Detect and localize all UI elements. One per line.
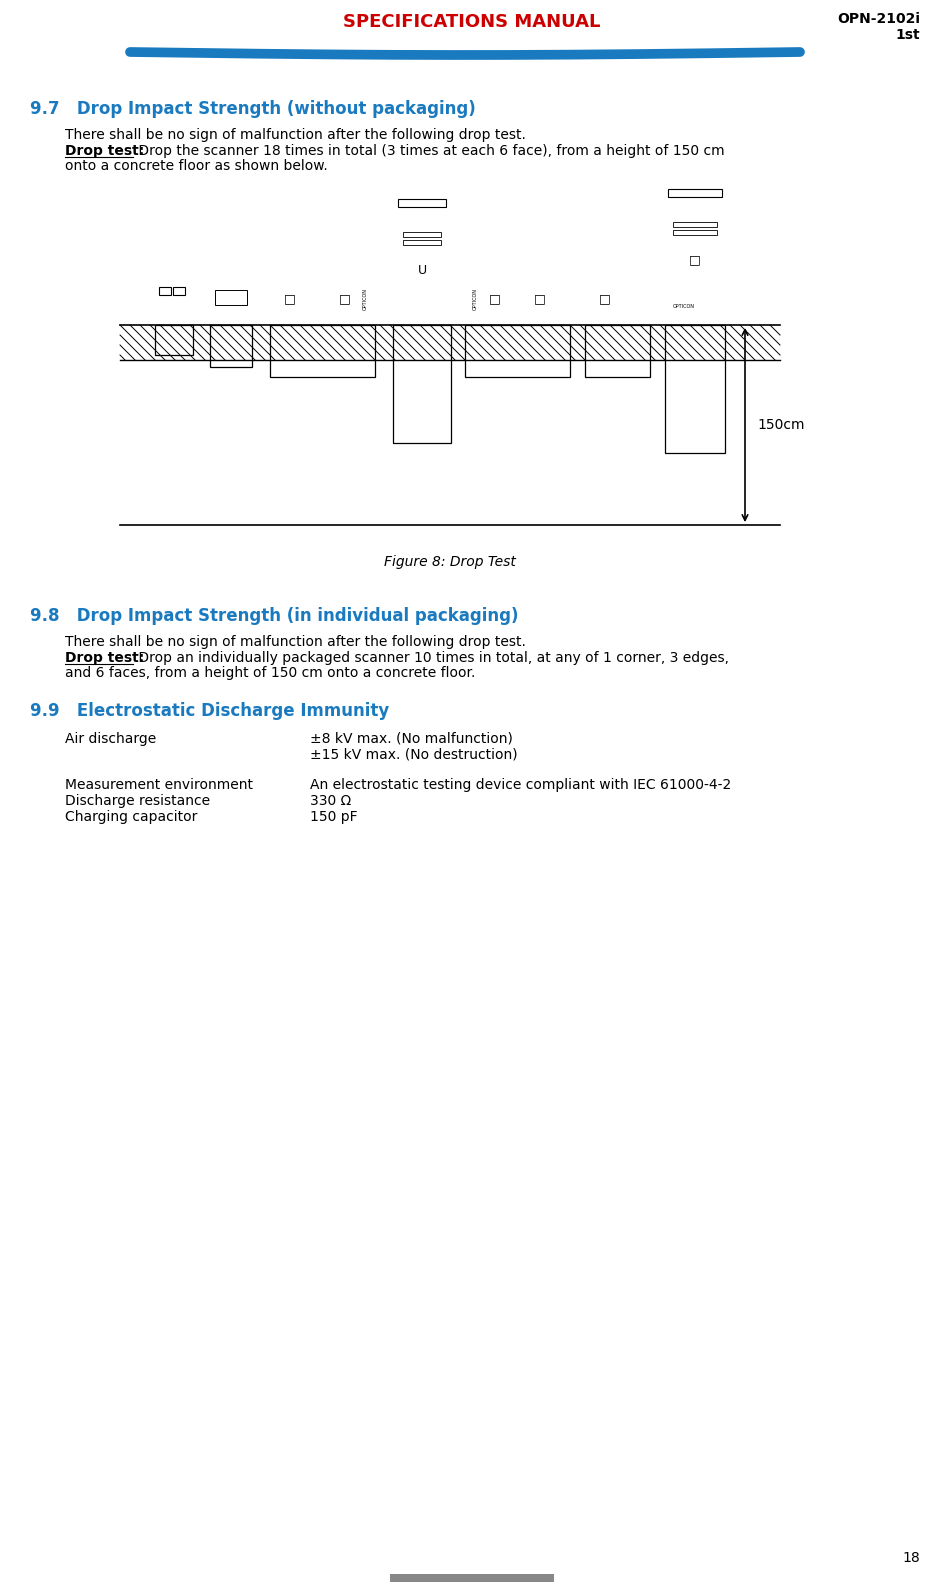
Text: 150cm: 150cm [757, 417, 804, 432]
Bar [159, 287, 171, 295]
Text: Drop test:: Drop test: [65, 651, 144, 665]
Text: An electrostatic testing device compliant with IEC 61000-4-2: An electrostatic testing device complian… [310, 778, 732, 792]
Text: Drop test:: Drop test: [65, 144, 144, 159]
Bar [673, 230, 717, 235]
Text: SPECIFICATIONS MANUAL: SPECIFICATIONS MANUAL [344, 13, 600, 32]
Text: □: □ [489, 292, 501, 306]
Text: OPTICON: OPTICON [473, 287, 478, 309]
Text: □: □ [534, 292, 546, 306]
Text: ±8 kV max. (No malfunction): ±8 kV max. (No malfunction) [310, 732, 513, 746]
Text: □: □ [689, 254, 700, 267]
Bar [270, 325, 375, 378]
Text: onto a concrete floor as shown below.: onto a concrete floor as shown below. [65, 159, 328, 173]
Text: 1st: 1st [895, 29, 920, 41]
Text: □: □ [339, 292, 351, 306]
Text: Measurement environment: Measurement environment [65, 778, 253, 792]
Text: There shall be no sign of malfunction after the following drop test.: There shall be no sign of malfunction af… [65, 129, 526, 141]
Text: and 6 faces, from a height of 150 cm onto a concrete floor.: and 6 faces, from a height of 150 cm ont… [65, 667, 476, 679]
Text: 9.7   Drop Impact Strength (without packaging): 9.7 Drop Impact Strength (without packag… [30, 100, 476, 117]
Text: Air discharge: Air discharge [65, 732, 157, 746]
Text: Figure 8: Drop Test: Figure 8: Drop Test [384, 555, 516, 570]
Bar [173, 287, 185, 295]
Text: □: □ [284, 292, 295, 306]
Bar [465, 325, 570, 378]
Text: □: □ [599, 292, 611, 306]
Bar [585, 325, 650, 378]
Text: OPTICON: OPTICON [673, 305, 695, 309]
Text: 18: 18 [902, 1550, 920, 1565]
Bar [398, 198, 446, 206]
Text: 9.8   Drop Impact Strength (in individual packaging): 9.8 Drop Impact Strength (in individual … [30, 606, 518, 625]
Text: Discharge resistance: Discharge resistance [65, 794, 211, 808]
Text: OPTICON: OPTICON [362, 287, 367, 309]
Bar [673, 222, 717, 227]
Text: 9.9   Electrostatic Discharge Immunity: 9.9 Electrostatic Discharge Immunity [30, 701, 389, 720]
Text: Drop the scanner 18 times in total (3 times at each 6 face), from a height of 15: Drop the scanner 18 times in total (3 ti… [134, 144, 725, 159]
Bar [668, 189, 722, 197]
Text: 150 pF: 150 pF [310, 809, 358, 824]
Text: U: U [417, 263, 427, 276]
Bar [390, 1574, 554, 1582]
Bar [215, 290, 247, 305]
Bar [403, 240, 441, 244]
Bar [393, 325, 451, 443]
Text: OPN-2102i: OPN-2102i [837, 13, 920, 25]
Bar [210, 325, 252, 367]
Bar [403, 232, 441, 236]
Bar [155, 325, 193, 355]
Text: Drop an individually packaged scanner 10 times in total, at any of 1 corner, 3 e: Drop an individually packaged scanner 10… [134, 651, 729, 665]
Text: There shall be no sign of malfunction after the following drop test.: There shall be no sign of malfunction af… [65, 635, 526, 649]
Text: 330 Ω: 330 Ω [310, 794, 351, 808]
Bar [665, 325, 725, 452]
Text: Charging capacitor: Charging capacitor [65, 809, 197, 824]
Text: ±15 kV max. (No destruction): ±15 kV max. (No destruction) [310, 747, 517, 762]
